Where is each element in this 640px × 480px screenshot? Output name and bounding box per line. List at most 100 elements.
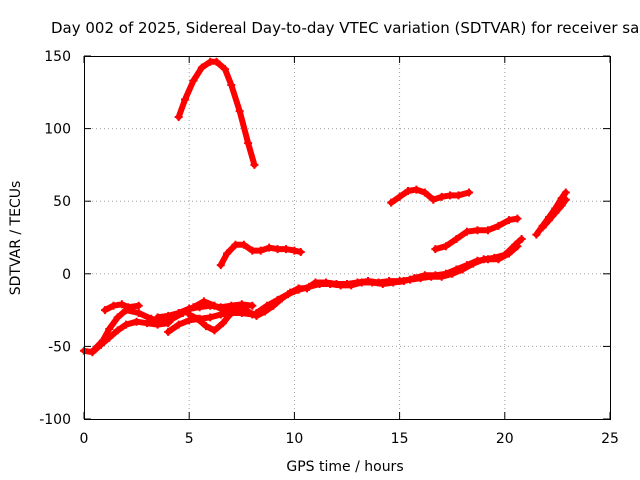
data-point [252,309,261,318]
data-point [404,187,413,196]
data-point [113,313,122,322]
data-point [212,57,221,66]
series-arc-12 [185,309,236,335]
x-tick-label: 15 [391,431,409,447]
data-point [244,307,253,316]
data-point [284,290,293,299]
data-point [193,314,202,323]
data-point [218,319,227,328]
y-tick-label: 50 [53,194,71,210]
plot-frame [84,56,611,420]
data-point [227,81,236,90]
y-tick-label: 100 [44,122,71,138]
data-point [551,208,560,217]
x-tick-label: 20 [496,431,514,447]
data-point [206,301,215,310]
data-point [233,303,242,312]
data-point [517,234,526,243]
series-arc-4 [431,214,522,254]
series-arc-2 [216,240,305,270]
data-point [483,255,492,264]
data-point [305,282,314,291]
data-point [101,306,110,315]
data-point [538,223,547,232]
data-point [378,279,387,288]
x-tick-label: 25 [601,431,619,447]
y-tick-label: -100 [39,412,71,428]
data-point [494,221,503,230]
data-point [281,245,290,254]
data-point [513,242,522,251]
data-point [513,214,522,223]
data-point [294,285,303,294]
data-point [164,327,173,336]
tick-labels: 0 5 10 15 20 25 -100 -50 0 50 100 150 [39,49,619,447]
data-point [557,201,566,210]
data-point [265,243,274,252]
chart-title: Day 002 of 2025, Sidereal Day-to-day VTE… [51,19,640,37]
data-point [105,324,114,333]
data-point [206,313,215,322]
data-point [90,345,99,354]
y-tick-label: 0 [62,267,71,283]
data-point [250,160,259,169]
data-point [483,226,492,235]
data-point [441,242,450,251]
data-point [122,306,131,315]
x-tick-label: 5 [185,431,194,447]
y-tick-label: -50 [48,339,71,355]
series-arc-7 [101,300,143,315]
data-point [296,248,305,257]
data-point [431,271,440,280]
data-point [239,240,248,249]
data-point [185,304,194,313]
data-point [189,76,198,85]
data-point [462,227,471,236]
data-point [174,320,183,329]
data-point [248,301,257,310]
data-point [273,295,282,304]
data-point [248,246,257,255]
grid-lines [84,56,610,419]
data-point [437,192,446,201]
data-point [431,245,440,254]
data-point [256,246,265,255]
data-point [153,313,162,322]
series-arc-3 [387,185,474,207]
data-point [273,245,282,254]
data-series [80,57,570,357]
data-point [290,246,299,255]
data-point [195,303,204,312]
data-point [544,216,553,225]
data-point [420,271,429,280]
data-point [117,300,126,309]
data-point [473,226,482,235]
data-point [223,249,232,258]
series-arc-9 [90,306,177,354]
data-point [220,65,229,74]
data-point [412,185,421,194]
data-point [231,240,240,249]
data-point [389,278,398,287]
data-point [410,274,419,283]
x-tick-label: 10 [285,431,303,447]
data-point [147,314,156,323]
data-point [174,309,183,318]
data-point [347,281,356,290]
data-point [263,301,272,310]
data-point [202,322,211,331]
data-point [210,326,219,335]
series-trace [388,186,472,206]
data-point [494,255,503,264]
data-point [420,188,429,197]
data-point [227,309,236,318]
data-point [532,230,541,239]
y-axis-label: SDTVAR / TECUs [8,181,24,296]
data-point [109,301,118,310]
data-point [462,261,471,270]
data-point [227,301,236,310]
series-trace [175,58,258,168]
data-point [395,192,404,201]
x-tick-label: 0 [80,431,89,447]
